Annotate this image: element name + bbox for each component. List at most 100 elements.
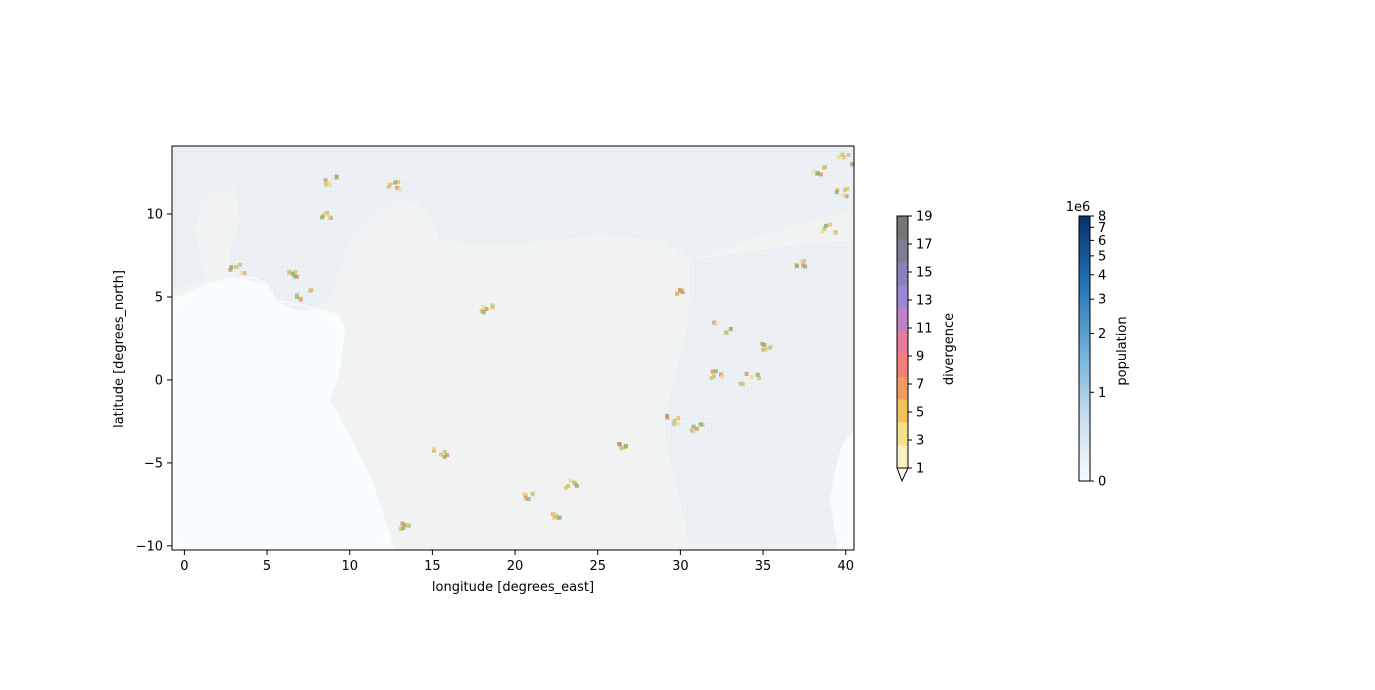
hotspot-cell <box>568 478 573 483</box>
divergence-tick-label: 5 <box>916 406 924 421</box>
population-tick-label: 0 <box>1098 475 1106 490</box>
hotspot-cell <box>388 182 393 187</box>
hotspot-cell <box>834 190 839 195</box>
y-tick-label: 0 <box>155 373 163 388</box>
hotspot-cell <box>326 214 331 219</box>
hotspot-cell <box>834 231 838 236</box>
hotspot-cell <box>617 442 622 447</box>
divergence-tick-label: 1 <box>916 462 924 477</box>
hotspot-cell <box>400 521 405 526</box>
hotspot-cell <box>397 187 402 192</box>
hotspot-cell <box>760 341 765 346</box>
hotspot-cell <box>229 265 234 270</box>
hotspot-cell <box>439 452 443 457</box>
hotspot-cell <box>738 381 743 386</box>
population-colorbar-offset: 1e6 <box>1066 200 1091 215</box>
hotspot-cell <box>676 416 681 421</box>
hotspot-cell <box>794 264 799 269</box>
hotspot-cell <box>479 309 484 314</box>
hotspot-cell <box>287 269 292 274</box>
hotspot-cell <box>840 152 845 157</box>
hotspot-layer <box>228 152 854 531</box>
divergence-colorbar-cell <box>897 216 908 240</box>
x-tick-label: 35 <box>755 559 772 574</box>
divergence-tick-label: 17 <box>916 238 933 253</box>
hotspot-cell <box>845 186 850 191</box>
hotspot-cell <box>393 180 398 185</box>
hotspot-cell <box>671 422 676 427</box>
hotspot-cell <box>802 258 807 263</box>
hotspot-cell <box>432 446 436 451</box>
hotspot-cell <box>403 523 408 528</box>
hotspot-cell <box>689 428 694 433</box>
x-tick-label: 10 <box>341 559 358 574</box>
hotspot-cell <box>325 210 330 215</box>
divergence-tick-label: 15 <box>916 266 933 281</box>
hotspot-cell <box>740 382 745 387</box>
hotspot-cell <box>763 347 768 352</box>
x-axis: 0 5 10 15 20 25 30 35 40 <box>180 550 854 574</box>
hotspot-cell <box>327 181 332 185</box>
x-tick-label: 15 <box>424 559 441 574</box>
hotspot-cell <box>398 526 403 531</box>
hotspot-cell <box>322 211 327 216</box>
x-axis-label: longitude [degrees_east] <box>432 580 594 595</box>
hotspot-cell <box>719 372 723 377</box>
hotspot-cell <box>295 274 299 279</box>
x-tick-label: 30 <box>672 559 689 574</box>
hotspot-cell <box>445 453 450 457</box>
hotspot-cell <box>841 193 846 198</box>
x-tick-label: 5 <box>263 559 271 574</box>
hotspot-cell <box>571 480 576 485</box>
hotspot-cell <box>386 184 391 189</box>
divergence-tick-label: 3 <box>916 434 924 449</box>
hotspot-cell <box>815 171 820 176</box>
hotspot-cell <box>521 491 526 496</box>
hotspot-cell <box>324 182 329 187</box>
hotspot-cell <box>228 267 233 272</box>
population-tick-label: 3 <box>1098 293 1106 308</box>
hotspot-cell <box>691 424 696 429</box>
divergence-tick-label: 11 <box>916 322 933 337</box>
hotspot-cell <box>442 454 447 459</box>
y-tick-label: −10 <box>136 539 163 554</box>
hotspot-cell <box>728 326 733 331</box>
y-axis: −10 −5 0 5 10 <box>136 208 172 554</box>
hotspot-cell <box>819 172 823 177</box>
population-tick-label: 2 <box>1098 327 1106 342</box>
y-tick-label: −5 <box>144 456 163 471</box>
y-axis-label: latitude [degrees_north] <box>112 270 127 428</box>
hotspot-cell <box>835 188 840 193</box>
hotspot-cell <box>712 374 716 379</box>
hotspot-cell <box>396 180 401 185</box>
hotspot-cell <box>801 263 806 268</box>
hotspot-cell <box>836 154 841 159</box>
populated-region-north <box>172 146 854 310</box>
hotspot-cell <box>761 347 766 352</box>
hotspot-cell <box>293 269 298 274</box>
divergence-tick-label: 9 <box>916 350 924 365</box>
hotspot-cell <box>749 375 754 379</box>
hotspot-cell <box>481 304 486 309</box>
hotspot-cell <box>823 223 828 228</box>
hotspot-cell <box>290 271 295 276</box>
hotspot-cell <box>812 169 817 174</box>
hotspot-cell <box>842 187 847 192</box>
divergence-colorbar-cells <box>897 216 908 469</box>
hotspot-cell <box>710 369 715 374</box>
hotspot-cell <box>672 418 677 423</box>
x-tick-label: 40 <box>837 559 854 574</box>
hotspot-cell <box>298 297 303 302</box>
hotspot-cell <box>675 292 679 297</box>
hotspot-cell <box>724 330 729 335</box>
hotspot-cell <box>395 185 400 190</box>
hotspot-cell <box>484 307 489 311</box>
population-tick-label: 4 <box>1098 268 1106 283</box>
hotspot-cell <box>481 310 486 315</box>
hotspot-cell <box>678 288 683 293</box>
hotspot-cell <box>755 372 760 377</box>
hotspot-cell <box>851 162 854 167</box>
divergence-tick-label: 19 <box>916 210 933 225</box>
